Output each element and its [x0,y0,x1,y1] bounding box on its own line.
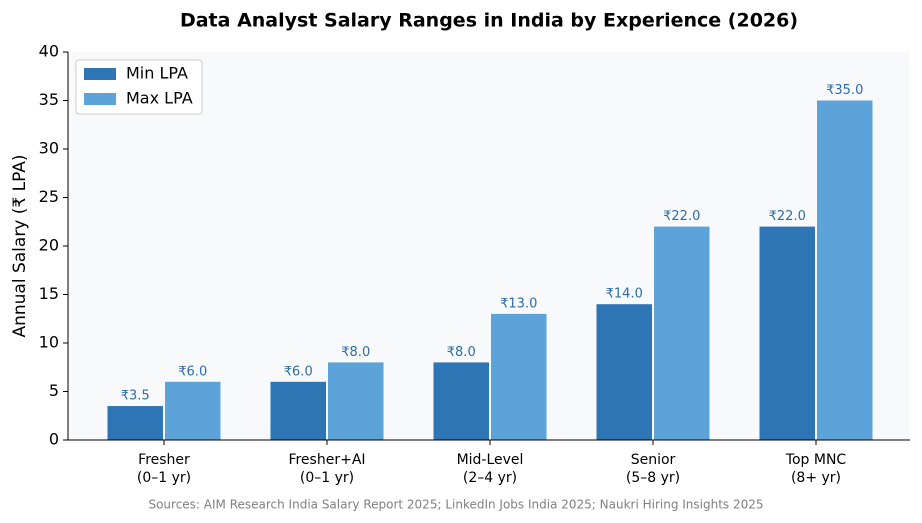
bar-value-label: ₹22.0 [663,209,700,224]
bar [270,381,326,440]
bar-value-label: ₹8.0 [447,345,476,360]
bar-value-label: ₹6.0 [178,364,207,379]
x-tick-label: Fresher+AI [288,452,365,468]
legend-label: Min LPA [126,64,188,83]
bar [596,304,652,440]
x-tick-label: Top MNC [785,452,847,468]
bar [759,226,815,440]
bar-value-label: ₹22.0 [769,209,806,224]
legend-swatch [84,93,116,105]
x-tick-label: Mid-Level [457,452,524,468]
y-tick-label: 5 [49,381,59,400]
y-tick-label: 25 [39,187,59,206]
x-tick-label: Fresher [138,452,190,468]
bar [433,362,489,440]
x-tick-label: (8+ yr) [791,470,841,486]
bar [654,226,710,440]
y-tick-label: 10 [39,333,59,352]
bar-value-label: ₹8.0 [341,345,370,360]
bar-value-label: ₹35.0 [826,83,863,98]
chart-title: Data Analyst Salary Ranges in India by E… [180,10,798,32]
bar-value-label: ₹14.0 [606,287,643,302]
bar [107,406,163,440]
source-note: Sources: AIM Research India Salary Repor… [148,498,763,512]
y-tick-label: 40 [39,42,59,61]
bar-value-label: ₹3.5 [121,389,150,404]
bar-value-label: ₹6.0 [284,364,313,379]
x-tick-label: (2–4 yr) [463,470,517,486]
y-tick-label: 15 [39,284,59,303]
y-tick-label: 35 [39,90,59,109]
bar [165,381,221,440]
bar [491,313,547,440]
y-tick-label: 0 [49,430,59,449]
bar-value-label: ₹13.0 [500,296,537,311]
y-axis-label: Annual Salary (₹ LPA) [10,154,30,337]
legend-label: Max LPA [126,89,193,108]
bar [328,362,384,440]
x-tick-label: (0–1 yr) [137,470,191,486]
x-tick-label: (5–8 yr) [626,470,680,486]
x-tick-label: (0–1 yr) [300,470,354,486]
legend-swatch [84,68,116,80]
bar [817,100,873,440]
y-tick-label: 30 [39,139,59,158]
x-tick-label: Senior [631,452,676,468]
y-tick-label: 20 [39,236,59,255]
